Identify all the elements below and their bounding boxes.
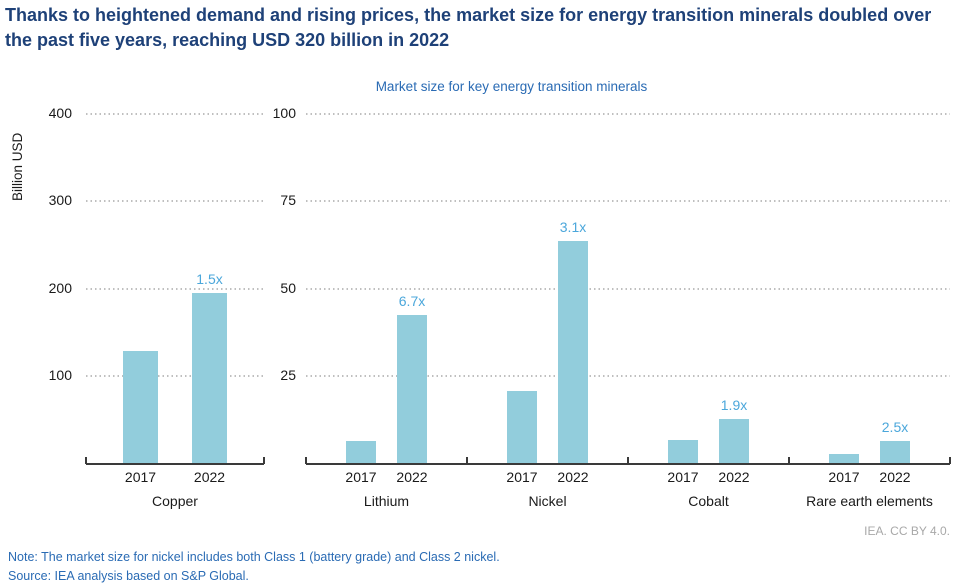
y-tick-label: 200 [48, 279, 72, 296]
gridline [86, 374, 264, 377]
gridline [306, 287, 950, 290]
x-axis-line [306, 463, 950, 465]
mineral-label-copper: Copper [152, 493, 198, 509]
x-tick-label: 2017 [345, 469, 377, 485]
bar-2022-rare-earth-elements [880, 440, 910, 463]
x-tick-label: 2022 [396, 469, 428, 485]
bar-2017-copper [123, 351, 158, 463]
multiplier-label-nickel: 3.1x [559, 219, 587, 236]
mineral-label-cobalt: Cobalt [688, 493, 729, 509]
bar-2022-copper [192, 292, 227, 463]
bar-2017-lithium [346, 441, 376, 463]
gridline [86, 113, 264, 115]
x-tick-label: 2022 [557, 469, 589, 485]
gridline [306, 113, 950, 115]
y-tick-label: 50 [280, 279, 296, 296]
bar-2022-nickel [558, 241, 588, 463]
page-title: Thanks to heightened demand and rising p… [5, 5, 932, 50]
multiplier-label-copper: 1.5x [196, 270, 223, 287]
x-tick-label: 2017 [506, 469, 538, 485]
axis-tick [85, 457, 87, 464]
x-tick-label: 2017 [828, 469, 860, 485]
axis-tick [263, 457, 265, 464]
multiplier-label-lithium: 6.7x [398, 292, 426, 309]
y-tick-label: 75 [280, 192, 296, 209]
multiplier-label-rare-earth-elements: 2.5x [881, 418, 909, 435]
x-axis-line [86, 463, 264, 465]
y-tick-label: 100 [272, 105, 296, 121]
gridline [306, 374, 950, 377]
x-tick-label: 2017 [124, 469, 157, 485]
axis-tick [466, 457, 468, 464]
mineral-label-lithium: Lithium [363, 493, 410, 509]
bar-2022-cobalt [719, 418, 749, 463]
gridline [306, 200, 950, 203]
bar-2017-rare-earth-elements [829, 453, 859, 463]
x-tick-label: 2022 [193, 469, 226, 485]
source-line: Source: IEA analysis based on S&P Global… [8, 569, 249, 583]
gridline [86, 287, 264, 290]
x-tick-label: 2017 [667, 469, 699, 485]
axis-tick [788, 457, 790, 464]
axis-tick [627, 457, 629, 464]
x-tick-label: 2022 [879, 469, 911, 485]
mineral-label-nickel: Nickel [528, 493, 567, 509]
license-credit: IEA. CC BY 4.0. [864, 524, 950, 538]
x-tick-label: 2022 [718, 469, 750, 485]
bar-2017-nickel [507, 391, 537, 463]
chart-subtitle: Market size for key energy transition mi… [375, 79, 648, 94]
axis-tick [305, 457, 307, 464]
mineral-label-rare-earth-elements: Rare earth elements [806, 493, 933, 509]
y-tick-label: 400 [48, 105, 72, 121]
multiplier-label-cobalt: 1.9x [720, 396, 748, 413]
y-tick-label: 100 [48, 366, 72, 383]
y-tick-label: 300 [48, 192, 72, 209]
y-tick-label: 25 [280, 366, 296, 383]
bar-2017-cobalt [668, 439, 698, 463]
footnote: Note: The market size for nickel include… [8, 550, 500, 564]
bar-2022-lithium [397, 314, 427, 463]
gridline [86, 200, 264, 203]
axis-tick [949, 457, 951, 464]
